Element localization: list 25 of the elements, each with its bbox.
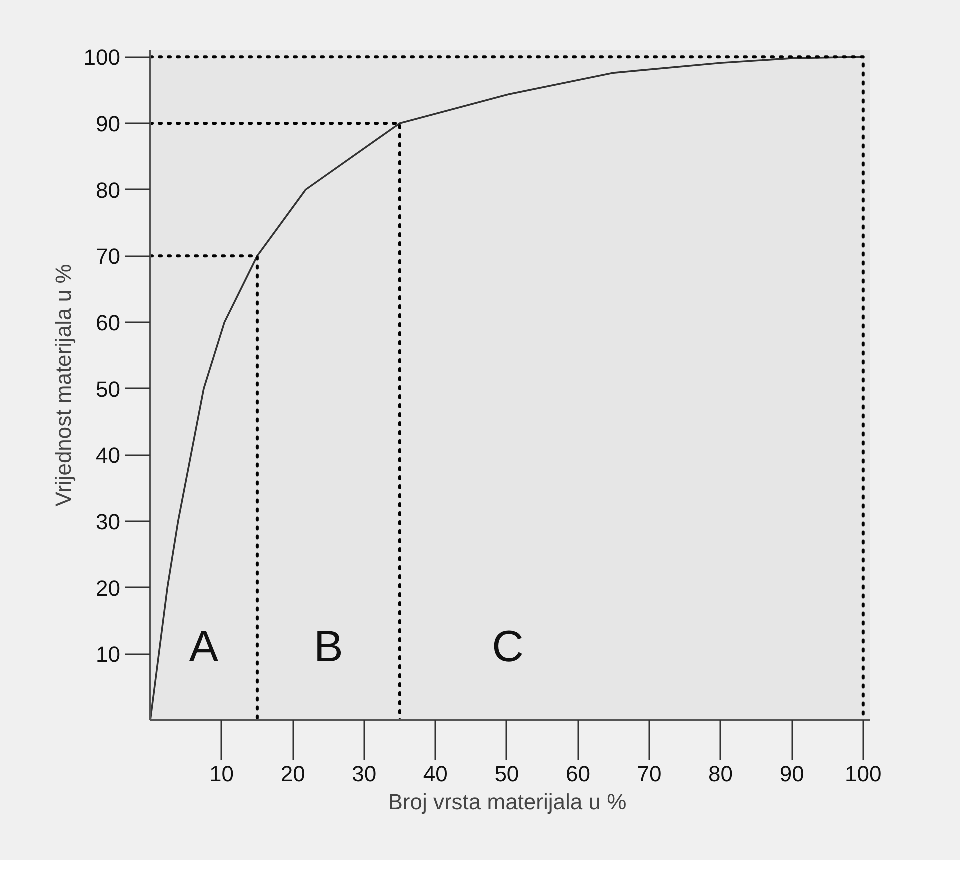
annotation: C [492,622,524,672]
y-tick-label: 50 [96,376,121,402]
x-tick-label: 90 [780,762,804,786]
x-tick-label: 10 [210,762,234,786]
x-tick-label: 50 [494,762,520,786]
annotation: B [314,622,344,672]
x-tick-label: 40 [423,762,448,786]
x-tick-label: 100 [845,762,882,786]
x-axis-title: Broj vrsta materijala u % [388,790,627,814]
y-tick-label: 80 [96,178,121,203]
y-tick-label: 20 [96,576,121,601]
y-tick-label: 30 [96,509,121,534]
y-tick-label: 70 [96,244,121,270]
y-tick-label: 90 [96,111,121,136]
y-axis-title: Vrijednost materijala u % [50,264,76,507]
x-tick-label: 30 [352,762,377,786]
x-tick-label: 80 [708,762,734,786]
y-tick-label: 60 [96,310,121,336]
y-tick-label: 10 [96,642,121,668]
annotation: A [189,622,220,672]
x-tick-label: 70 [637,762,662,786]
y-tick-label: 40 [96,443,121,468]
x-tick-label: 20 [280,762,306,786]
y-tick-label: 100 [84,45,121,70]
x-tick-label: 60 [566,762,590,786]
